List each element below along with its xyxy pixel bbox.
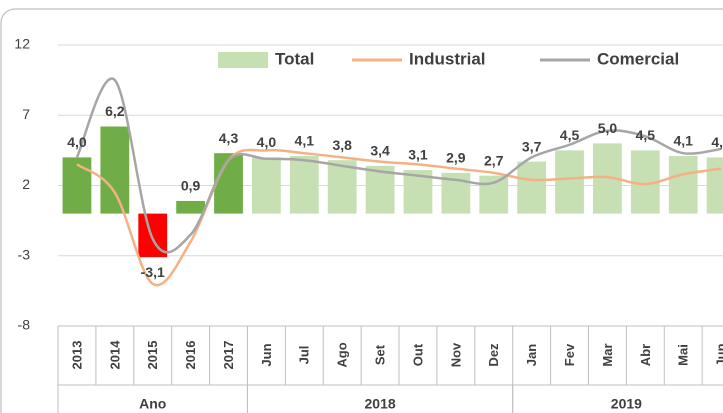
bar [517, 161, 547, 214]
y-tick-label: 2 [22, 176, 30, 192]
x-tick-label: Ago [335, 342, 350, 367]
bar [289, 155, 319, 214]
data-label: 3,1 [408, 147, 428, 163]
x-tick-label: Nov [448, 342, 463, 367]
group-label: 2019 [611, 396, 642, 412]
legend-label: Total [275, 49, 314, 68]
legend-label: Comercial [597, 49, 679, 68]
x-tick-label: 2015 [145, 341, 160, 370]
x-tick-label: 2014 [107, 340, 122, 370]
x-tick-label: Jul [297, 346, 312, 365]
data-label: 2,7 [484, 152, 504, 168]
x-tick-label: Set [373, 344, 388, 365]
x-tick-label: Mai [676, 344, 691, 366]
x-tick-label: 2016 [183, 341, 198, 370]
bar [555, 150, 584, 214]
y-tick-label: 7 [22, 106, 30, 122]
data-label: 3,7 [522, 138, 542, 154]
data-label: 0,9 [181, 178, 201, 194]
data-label: 4,0 [67, 134, 87, 150]
x-tick-label: Fev [562, 343, 577, 366]
x-tick-label: Dez [486, 343, 501, 367]
x-tick-label: Mar [600, 343, 615, 366]
bar [327, 160, 357, 214]
x-tick-label: 2017 [221, 341, 236, 370]
x-tick-label: 2013 [69, 341, 84, 370]
x-tick-label: Jun [714, 343, 723, 366]
data-label: 4,5 [636, 127, 656, 143]
data-label: 6,2 [105, 103, 125, 119]
data-label: 4,5 [560, 127, 580, 143]
data-label: 4,0 [711, 134, 723, 150]
data-label: 3,4 [370, 143, 390, 159]
y-tick-label: 12 [14, 36, 30, 52]
line [76, 148, 722, 287]
data-label: 4,1 [673, 133, 693, 149]
data-label: 5,0 [598, 120, 618, 136]
bar [214, 153, 243, 214]
data-label: 4,3 [219, 130, 239, 146]
bar [706, 157, 723, 214]
x-tick-label: Abr [638, 344, 653, 366]
data-label: 4,0 [257, 134, 277, 150]
x-tick-label: Jan [524, 344, 539, 366]
y-tick-label: -8 [18, 317, 31, 333]
line [75, 77, 722, 254]
data-label: -3,1 [141, 264, 165, 280]
x-tick-label: Out [410, 343, 425, 366]
group-label: Ano [139, 396, 166, 412]
chart-frame [0, 8, 723, 413]
x-tick-label: Jun [259, 343, 274, 366]
legend-label: Industrial [409, 49, 486, 68]
data-label: 3,8 [332, 137, 352, 153]
bar [176, 200, 206, 214]
data-label: 4,1 [295, 133, 315, 149]
bar [668, 155, 698, 214]
bar [62, 157, 92, 214]
data-label: 2,9 [446, 150, 466, 166]
group-label: 2018 [365, 396, 396, 412]
legend-swatch [218, 52, 268, 68]
bar [252, 157, 281, 214]
y-tick-label: -3 [18, 246, 31, 262]
bar [100, 126, 130, 214]
bar [479, 175, 509, 214]
